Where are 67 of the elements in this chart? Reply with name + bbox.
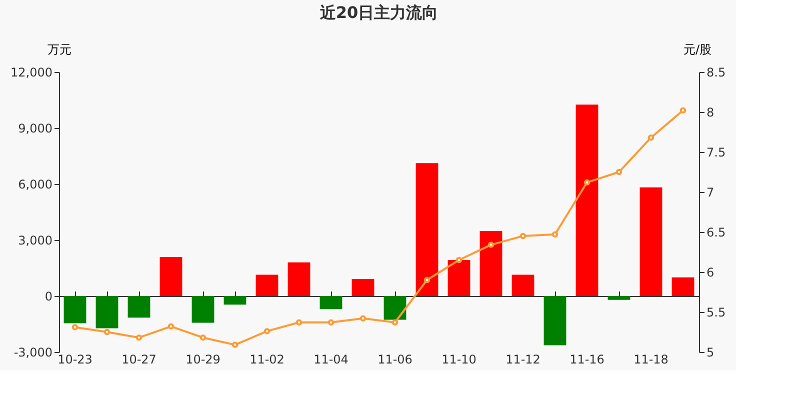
bar <box>64 296 86 324</box>
bar <box>416 163 438 296</box>
bar <box>128 296 150 318</box>
y2-tick-label: 5.5 <box>706 306 726 320</box>
y2-tick-label: 8.5 <box>706 66 726 80</box>
point <box>104 328 110 336</box>
x-tick-label: 10-27 <box>122 352 156 366</box>
point <box>296 319 302 326</box>
y2-tick-label: 5 <box>706 346 714 360</box>
y-tick-label: 9,000 <box>18 122 52 136</box>
y-axis-title: 万元 <box>48 42 72 56</box>
bar <box>672 277 694 296</box>
bar <box>192 296 214 323</box>
bar <box>544 296 566 346</box>
point <box>520 232 526 240</box>
x-tick-label: 11-10 <box>442 352 476 366</box>
bar <box>352 279 374 296</box>
point <box>424 276 430 284</box>
y-tick-label: 12,000 <box>10 66 52 80</box>
point <box>584 179 590 186</box>
x-tick-label: 11-18 <box>634 352 668 366</box>
x-tick-label: 11-16 <box>570 352 604 366</box>
y2-tick-label: 6 <box>706 266 714 280</box>
y2-tick-label: 7 <box>706 186 714 200</box>
point <box>232 342 238 348</box>
bar <box>512 274 534 296</box>
bar <box>96 296 118 328</box>
x-tick-label: 11-12 <box>506 352 540 366</box>
bar <box>224 296 246 305</box>
bar <box>320 296 342 310</box>
bar <box>256 274 278 296</box>
y2-tick-label: 8 <box>706 106 714 120</box>
point <box>328 319 334 326</box>
bar <box>160 256 182 296</box>
point <box>616 168 622 176</box>
point <box>392 319 398 326</box>
point <box>552 231 558 238</box>
x-tick-label: 11-04 <box>314 352 348 366</box>
y2-tick-label: 7.5 <box>706 146 726 160</box>
point <box>488 242 494 248</box>
bar <box>288 262 310 296</box>
point <box>264 328 270 334</box>
point <box>168 323 174 330</box>
bar <box>576 104 598 296</box>
bar <box>608 296 630 300</box>
chart-title: 近20日主力流向 <box>318 3 438 22</box>
bar <box>384 296 406 320</box>
point <box>648 134 654 141</box>
point <box>136 334 142 341</box>
y-tick-label: 0 <box>44 290 52 304</box>
x-tick-label: 11-02 <box>250 352 284 366</box>
y-tick-label: 3,000 <box>18 234 52 248</box>
bar <box>448 260 470 296</box>
y-tick-label: 6,000 <box>18 178 52 192</box>
y2-axis-title: 元/股 <box>684 42 712 56</box>
point <box>360 315 366 322</box>
point <box>680 107 686 114</box>
x-tick-label: 10-23 <box>58 352 92 366</box>
y-tick-label: -3,000 <box>14 346 52 360</box>
x-tick-label: 10-29 <box>186 352 220 366</box>
point <box>200 334 206 341</box>
point <box>72 324 78 330</box>
x-tick-label: 11-06 <box>378 352 412 366</box>
point <box>456 256 462 264</box>
y2-tick-label: 6.5 <box>706 226 726 240</box>
bar <box>640 187 662 296</box>
bar <box>480 231 502 296</box>
